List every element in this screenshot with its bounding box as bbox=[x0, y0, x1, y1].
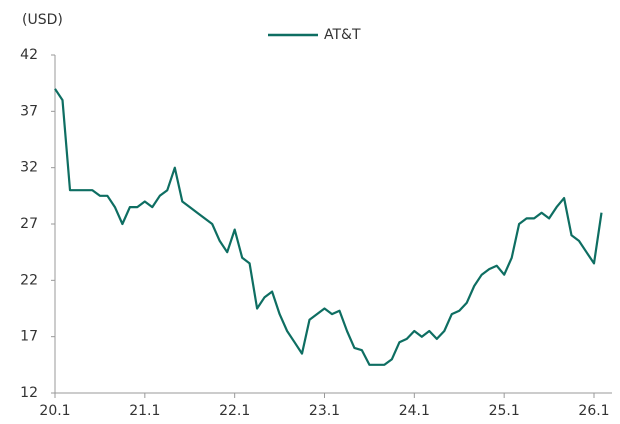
x-tick-label: 21.1 bbox=[129, 403, 160, 419]
y-tick-label: 27 bbox=[20, 216, 38, 232]
y-tick-label: 17 bbox=[20, 329, 38, 345]
x-tick-label: 26.1 bbox=[578, 403, 609, 419]
series-line bbox=[54, 88, 603, 366]
x-tick-label: 22.1 bbox=[219, 403, 250, 419]
x-tick-label: 25.1 bbox=[489, 403, 520, 419]
x-tick-label: 20.1 bbox=[39, 403, 70, 419]
x-tick-label: 24.1 bbox=[399, 403, 430, 419]
y-tick-label: 22 bbox=[20, 272, 38, 288]
x-tick-label: 23.1 bbox=[309, 403, 340, 419]
legend-label: AT&T bbox=[324, 27, 361, 43]
y-tick-label: 42 bbox=[20, 47, 38, 63]
y-tick-label: 12 bbox=[20, 385, 38, 401]
y-tick-label: 32 bbox=[20, 160, 38, 176]
y-axis-label: (USD) bbox=[22, 12, 63, 28]
y-tick-label: 37 bbox=[20, 103, 38, 119]
